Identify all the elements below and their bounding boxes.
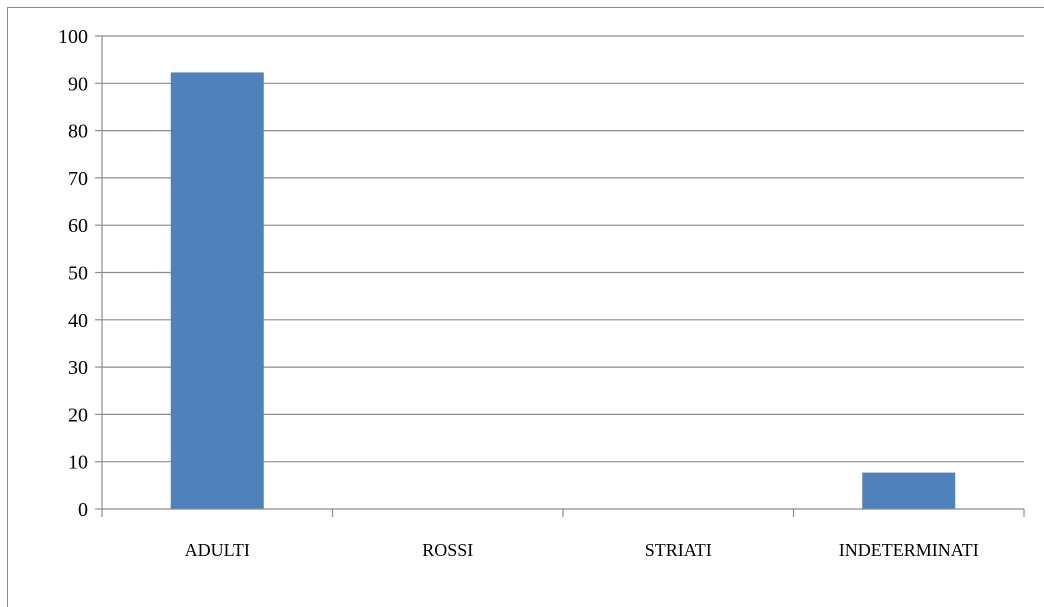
x-axis-ticks: ADULTI ROSSI STRIATI INDETERMINATI — [101, 509, 1025, 560]
x-category-label: INDETERMINATI — [839, 540, 979, 560]
bar-indeterminati — [862, 472, 956, 509]
y-tick-label: 10 — [68, 452, 88, 474]
y-axis-ticks: 0 10 20 30 40 50 60 70 80 90 100 — [58, 26, 102, 521]
y-tick-label: 50 — [68, 263, 88, 285]
y-tick-label: 80 — [68, 121, 88, 143]
y-tick-label: 0 — [78, 499, 88, 521]
bar-adulti — [170, 72, 264, 510]
y-tick-label: 20 — [68, 404, 88, 426]
bar-chart: 0 10 20 30 40 50 60 70 80 90 100 ADULTI ROSSI STRIAT… — [58, 26, 1025, 560]
x-category-label: ADULTI — [185, 540, 250, 560]
y-tick-label: 100 — [58, 26, 88, 48]
bars — [170, 72, 956, 510]
x-category-label: STRIATI — [645, 540, 712, 560]
y-tick-label: 60 — [68, 215, 88, 237]
y-tick-label: 70 — [68, 168, 88, 190]
y-tick-label: 90 — [68, 73, 88, 95]
y-tick-label: 30 — [68, 357, 88, 379]
x-category-label: ROSSI — [422, 540, 473, 560]
y-tick-label: 40 — [68, 310, 88, 332]
